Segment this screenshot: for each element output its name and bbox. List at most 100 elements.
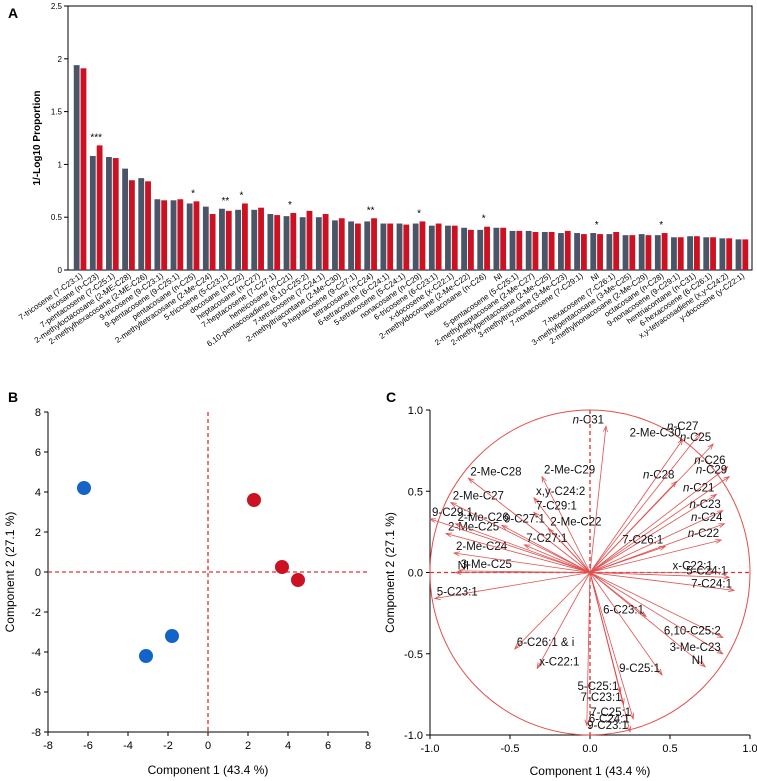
bar-group1 <box>219 208 225 270</box>
loading-vector <box>501 525 591 573</box>
bar-group2 <box>306 210 313 270</box>
loading-label: 7-C26:1 <box>622 535 663 547</box>
loading-arrowhead <box>536 662 542 670</box>
loading-vector <box>589 466 728 573</box>
bar-group2 <box>581 234 587 270</box>
bar-group1 <box>170 200 177 270</box>
x-tick-label: -6 <box>83 740 93 752</box>
bar-group2 <box>694 236 700 270</box>
loading-arrowhead <box>533 496 540 504</box>
loading-arrowhead <box>723 475 731 482</box>
loading-label: n-C23 <box>689 499 720 511</box>
y-tick-label: 6 <box>35 447 41 459</box>
x-tick-label: -0.5 <box>501 743 520 755</box>
bar-group1 <box>89 155 96 270</box>
bar-group1 <box>73 65 80 270</box>
bar-group1 <box>687 236 693 270</box>
loading-arrowhead <box>626 725 632 733</box>
bar-group1 <box>122 168 128 270</box>
bar-group2 <box>629 235 636 270</box>
bar-group2 <box>209 214 216 270</box>
loading-vector <box>586 572 591 726</box>
x-tick-label: 6 <box>325 740 331 752</box>
bar-group2 <box>435 223 442 270</box>
loading-label: 6-C23:1 <box>603 604 644 616</box>
bar-group1 <box>283 216 290 270</box>
loading-arrowhead <box>467 477 475 484</box>
loading-arrowhead <box>457 568 465 574</box>
bar-group2 <box>177 199 184 270</box>
bar-group1 <box>348 221 354 270</box>
x-tick-label: 0.5 <box>662 743 677 755</box>
bar-group2 <box>500 227 507 270</box>
bar-group2 <box>661 233 668 270</box>
loading-label: 2-Me-C28 <box>470 466 521 478</box>
score-point-blue <box>77 481 91 495</box>
loading-vector <box>541 476 591 573</box>
bar-group1 <box>606 234 613 270</box>
loading-arrowhead <box>602 425 608 433</box>
significance-mark: * <box>417 208 421 219</box>
loading-label: 2-Me-C25 <box>448 522 499 534</box>
bar-group1 <box>703 237 710 270</box>
loading-vector <box>468 477 591 573</box>
panel-label-b: B <box>8 389 18 405</box>
bar-group2 <box>403 224 410 270</box>
loading-vector <box>536 572 591 669</box>
loading-vector <box>589 572 730 578</box>
loading-arrowhead <box>428 518 437 523</box>
bar-group2 <box>468 229 474 270</box>
loading-arrowhead <box>707 443 715 450</box>
bar-group1 <box>235 209 241 270</box>
loading-label: n-C21 <box>683 483 714 495</box>
bar-group2 <box>145 181 151 270</box>
loading-arrowhead <box>541 475 547 483</box>
bar-group1 <box>106 157 112 270</box>
y-tick-label: 2.5 <box>51 2 63 11</box>
significance-mark: * <box>482 214 486 225</box>
category-label: NI <box>589 271 601 283</box>
bar-group1 <box>558 233 564 270</box>
x-tick-label: 0.0 <box>582 743 597 755</box>
bar-group1 <box>525 230 532 270</box>
significance-mark: *** <box>90 132 102 143</box>
loading-label: 2-Me-C30 <box>630 427 681 439</box>
significance-mark: ** <box>221 196 229 207</box>
bar-group2 <box>161 200 168 270</box>
loading-vector <box>589 546 666 573</box>
y-tick-label: 2 <box>58 55 63 64</box>
bar-group1 <box>574 233 580 270</box>
loading-plot-panel: -1.0 -0.5 0.0 0.5 1.0 -1.0 -0.5 0.0 0.5 1.0 n-C31 2… <box>383 405 757 778</box>
bar-group1 <box>332 220 338 270</box>
loading-arrowhead <box>584 719 590 727</box>
loading-vector <box>589 572 634 719</box>
loading-arrowhead <box>721 466 729 473</box>
significance-mark: * <box>191 188 195 199</box>
bar-group2 <box>645 235 652 270</box>
loading-label: x-C22:1 <box>673 561 713 573</box>
loading-label: 9-C29:1 <box>432 507 473 519</box>
loading-label: NI <box>692 655 704 667</box>
category-label: NI <box>492 271 504 283</box>
bar-group1 <box>541 231 548 270</box>
bar-group2 <box>112 158 119 270</box>
loading-label: n-C24 <box>691 512 723 524</box>
bar-group1 <box>622 235 629 270</box>
x-axis-label: Component 1 (43.4 %) <box>530 764 651 778</box>
bar-group1 <box>154 199 161 270</box>
loading-vector <box>589 572 724 655</box>
y-tick-label: 1.0 <box>408 405 423 417</box>
bar-group2 <box>597 234 603 270</box>
loading-label: 7-C29:1 <box>536 500 577 512</box>
bar-group1 <box>138 178 145 270</box>
bar-group1 <box>315 217 322 270</box>
bar-group2 <box>726 238 733 270</box>
y-tick-label: 1 <box>58 160 63 169</box>
loading-label: 9-C27:1 <box>504 513 545 525</box>
significance-mark: ** <box>367 205 375 216</box>
loading-vector <box>589 494 717 573</box>
loading-vector <box>429 518 591 573</box>
bar-group2 <box>193 201 200 270</box>
bar-group1 <box>461 227 467 270</box>
loading-label: 5-C25:1 <box>577 681 618 693</box>
